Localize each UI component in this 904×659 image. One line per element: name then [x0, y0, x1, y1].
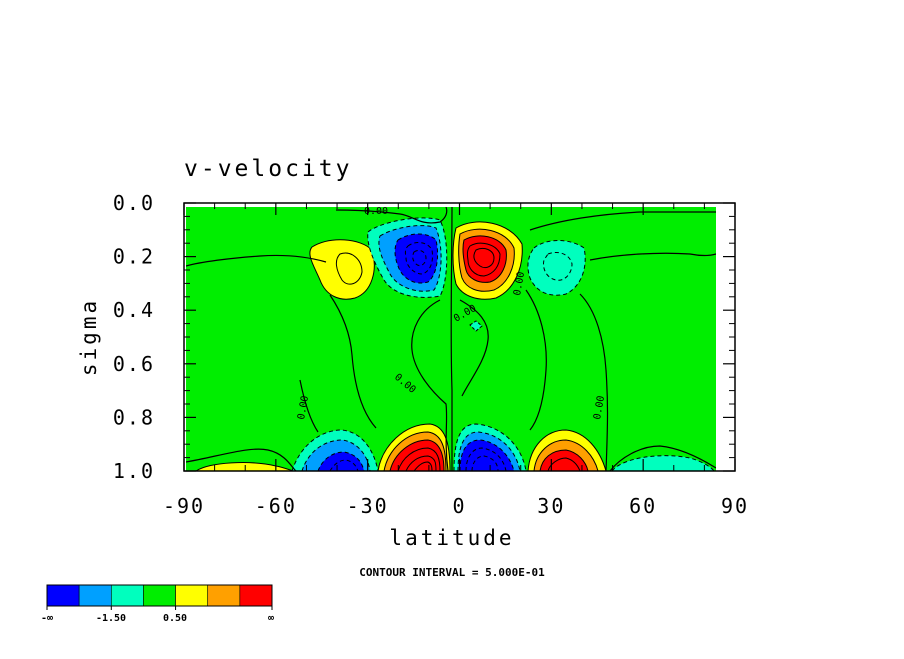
y-tick-label: 0.0: [113, 191, 155, 215]
colorbar-frame: [46, 584, 273, 607]
colorbar-swatch: [143, 584, 176, 607]
y-axis-ticks: 0.0 0.2 0.4 0.6 0.8 1.0: [113, 191, 735, 483]
x-tick-label: -90: [163, 494, 205, 518]
y-tick-label: 0.6: [113, 352, 155, 376]
feature-upper-right-negative: [527, 240, 586, 296]
y-tick-label: 0.2: [113, 245, 155, 269]
minor-ticks: [184, 203, 735, 471]
colorbar: [46, 584, 273, 610]
feature-lower-center-right-negative: [453, 423, 527, 471]
feature-lower-far-right-negative: [611, 455, 715, 471]
chart-title: v-velocity: [184, 156, 352, 182]
x-tick-label: 90: [721, 494, 749, 518]
colorbar-swatch: [78, 584, 112, 607]
y-tick-label: 0.8: [113, 405, 155, 429]
contour-interval-note: CONTOUR INTERVAL = 5.000E-01: [359, 566, 545, 579]
y-tick-label: 1.0: [113, 459, 155, 483]
y-axis-label: sigma: [77, 298, 101, 376]
colorbar-label: -1.50: [96, 613, 126, 624]
contour-label: 0.00: [592, 395, 607, 421]
feature-lower-center-left-positive: [377, 423, 451, 471]
x-axis-label: latitude: [389, 526, 514, 550]
x-tick-label: 0: [452, 494, 466, 518]
colorbar-swatch: [175, 584, 209, 607]
x-tick-label: -60: [255, 494, 297, 518]
feature-lower-left-negative: [291, 429, 379, 471]
x-tick-label: 60: [629, 494, 657, 518]
colorbar-labels: -∞ -1.50 0.50 ∞: [41, 613, 274, 624]
feature-lower-right-positive: [527, 429, 607, 471]
colorbar-label: 0.50: [163, 613, 187, 624]
colorbar-swatch: [239, 584, 273, 607]
colorbar-label: ∞: [268, 613, 274, 624]
zero-contours: [186, 207, 716, 471]
y-tick-label: 0.4: [113, 298, 155, 322]
colorbar-label: -∞: [41, 613, 53, 624]
x-tick-label: -30: [347, 494, 389, 518]
colorbar-swatch: [207, 584, 241, 607]
colorbar-swatch: [46, 584, 80, 607]
feature-mid-small-negative: [469, 320, 483, 332]
contour-field: [186, 207, 716, 471]
feature-upper-negative: [367, 217, 448, 298]
feature-upper-positive: [452, 221, 523, 300]
x-tick-label: 30: [537, 494, 565, 518]
x-axis-ticks: -90 -60 -30 0 30 60 90: [163, 203, 749, 518]
contour-label: 0.00: [296, 395, 311, 421]
contour-label: 0.00: [512, 271, 527, 297]
contour-label: 0.00: [364, 206, 388, 217]
feature-upper-left-positive: [309, 239, 375, 300]
colorbar-swatch: [110, 584, 144, 607]
